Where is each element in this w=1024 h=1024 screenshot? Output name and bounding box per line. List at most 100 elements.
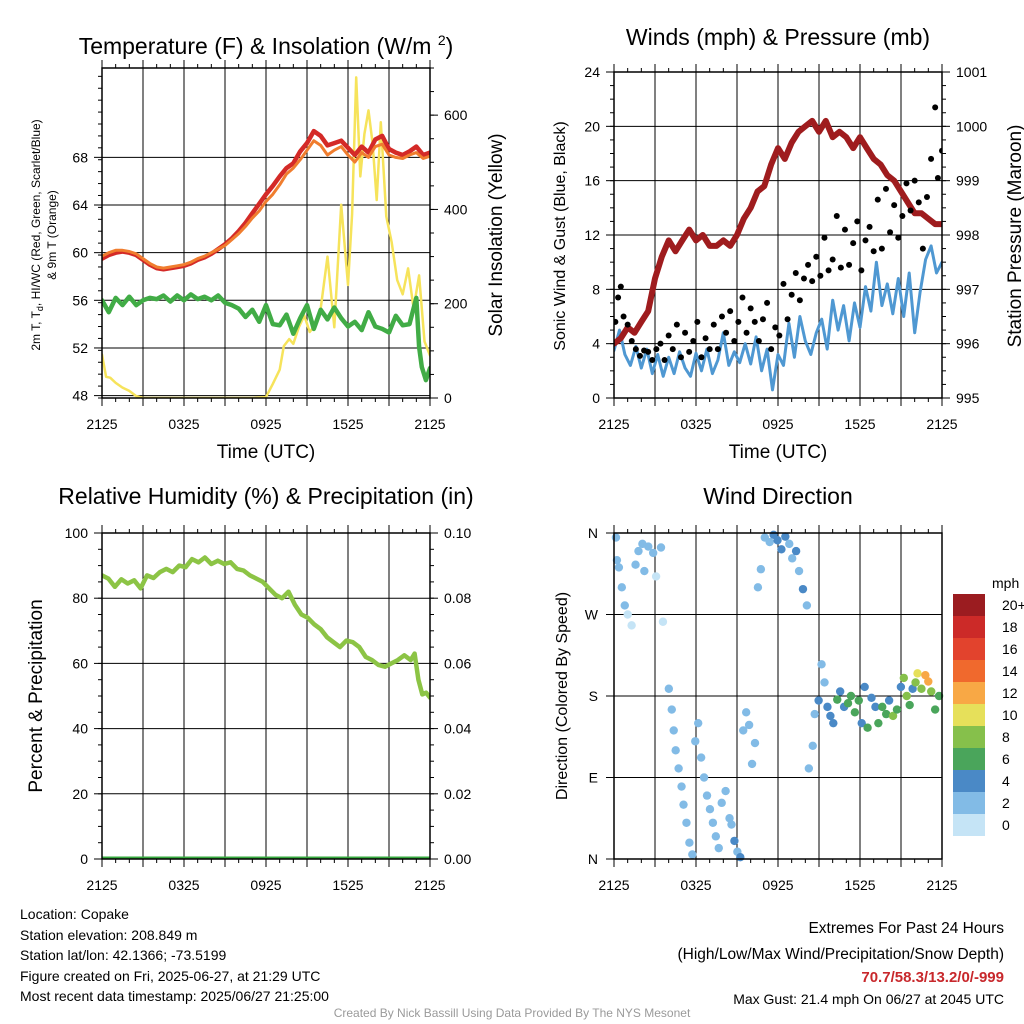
wdir-point	[736, 852, 745, 862]
wdir-point	[682, 818, 691, 827]
extremes-subtitle: (High/Low/Max Wind/Precipitation/Snow De…	[677, 946, 1005, 963]
winds-series-gust-point	[645, 348, 652, 355]
colorbar-swatch	[953, 638, 985, 660]
winds-series-gust-point	[614, 318, 619, 325]
wdir-point	[777, 545, 786, 554]
wdir-point	[671, 746, 680, 755]
wdir-y-tick-label: N	[588, 525, 598, 541]
colorbar-label: 18	[1002, 619, 1018, 635]
wdir-point	[787, 554, 797, 563]
wdir-point	[620, 601, 629, 610]
winds-series-gust-point	[833, 212, 840, 219]
colorbar-swatch	[953, 792, 985, 814]
winds-series-gust-point	[788, 291, 795, 298]
wdir-point	[656, 543, 666, 552]
winds-y2-tick-label: 1001	[956, 64, 987, 80]
temp-panel: Temperature (F) & Insolation (W/m 2) Tim…	[29, 32, 507, 463]
recent-timestamp: Most recent data timestamp: 2025/06/27 2…	[20, 988, 329, 1004]
wdir-point	[705, 804, 715, 814]
winds-series-gust-point	[764, 299, 771, 306]
colorbar-swatch	[953, 594, 985, 616]
wdir-point	[773, 536, 782, 545]
wdir-point	[612, 555, 622, 565]
wdir-point	[867, 693, 876, 703]
wdir-point	[878, 702, 887, 712]
wdir-x-tick-label: 2125	[926, 877, 957, 893]
temp-y2-tick-label: 200	[444, 296, 468, 312]
winds-y2-tick-label: 1000	[956, 118, 987, 134]
winds-series-gust-point	[780, 280, 787, 287]
colorbar-label: 0	[1002, 817, 1010, 833]
winds-series-gust-point	[915, 199, 922, 206]
temp-y-tick-label: 52	[72, 340, 88, 356]
rh-title: Relative Humidity (%) & Precipitation (i…	[58, 483, 473, 509]
wdir-point	[863, 723, 872, 732]
colorbar-swatch	[953, 748, 985, 770]
wdir-point	[913, 669, 922, 678]
wdir-point	[741, 708, 751, 717]
rh-y-tick-label: 60	[72, 655, 88, 671]
winds-series-gust-point	[615, 294, 622, 301]
wdir-point	[802, 601, 812, 610]
wdir-point	[648, 548, 658, 558]
temp-x-tick-label: 0325	[168, 416, 199, 432]
wdir-point	[881, 709, 891, 719]
wdir-y-tick-label: S	[589, 688, 598, 704]
wdir-point	[747, 759, 757, 769]
winds-y2-tick-label: 996	[956, 336, 980, 352]
winds-series-gust-point	[850, 240, 857, 247]
wdir-frame	[613, 532, 943, 860]
station-location: Location: Copake	[20, 906, 129, 922]
station-info: Location: Copake Station elevation: 208.…	[20, 904, 329, 1007]
winds-x-label: Time (UTC)	[729, 442, 828, 463]
wdir-point	[669, 726, 678, 735]
temp-x-tick-label: 2125	[86, 416, 117, 432]
rh-y-label: Percent & Precipitation	[26, 599, 47, 792]
temp-title: Temperature (F) & Insolation (W/m 2)	[79, 32, 454, 59]
winds-series-gust-point	[714, 346, 721, 353]
winds-series-gust-point	[698, 354, 705, 361]
rh-y-tick-label: 40	[72, 721, 88, 737]
wdir-y-tick-label: N	[588, 851, 598, 867]
wdir-point	[679, 800, 688, 809]
wdir-point	[860, 682, 869, 692]
wdir-point	[617, 583, 627, 592]
winds-series-gust-point	[718, 313, 725, 320]
winds-series-gust-point	[690, 337, 697, 344]
wdir-point	[835, 687, 845, 696]
winds-panel: Winds (mph) & Pressure (mb) Time (UTC) S…	[552, 24, 1024, 463]
winds-series-gust-point	[710, 321, 717, 328]
winds-series-gust-point	[800, 275, 807, 282]
wdir-point	[826, 711, 835, 721]
winds-series-gust-point	[632, 346, 639, 353]
wdir-point	[634, 546, 643, 556]
wdir-point	[744, 720, 754, 730]
wdir-point	[721, 786, 730, 796]
rh-y2-tick-label: 0.00	[444, 851, 471, 867]
temp-x-tick-label: 1525	[332, 416, 363, 432]
winds-series-gust-point	[858, 267, 865, 274]
wdir-point	[765, 537, 774, 547]
wdir-point	[843, 699, 853, 708]
winds-series-gust-point	[866, 223, 873, 230]
winds-series-gust-point	[895, 234, 902, 241]
wdir-point	[725, 814, 734, 823]
wdir-y-tick-label: W	[585, 607, 599, 623]
wdir-point	[927, 687, 936, 696]
winds-x-tick-label: 0325	[680, 416, 711, 432]
wdir-point	[817, 660, 826, 669]
temp-y-tick-label: 68	[72, 149, 88, 165]
wdir-point	[791, 546, 801, 556]
rh-x-tick-label: 1525	[332, 877, 363, 893]
temp-plot-area: 48 52 56 60 64 68 0 200 400 600 2125 0325 0925 1525 21…	[72, 60, 468, 432]
wdir-point	[921, 670, 930, 680]
wdir-point	[798, 584, 808, 594]
station-latlon: Station lat/lon: 42.1366; -73.5199	[20, 947, 227, 963]
winds-series-sonic-wind-line	[614, 244, 942, 392]
winds-series-gust-point	[727, 308, 734, 315]
winds-series-gust-point	[682, 329, 689, 336]
winds-series-gust-point	[907, 207, 914, 214]
colorbar-unit: mph	[992, 575, 1019, 591]
wdir-point	[611, 533, 621, 542]
wdir-point	[833, 695, 842, 704]
